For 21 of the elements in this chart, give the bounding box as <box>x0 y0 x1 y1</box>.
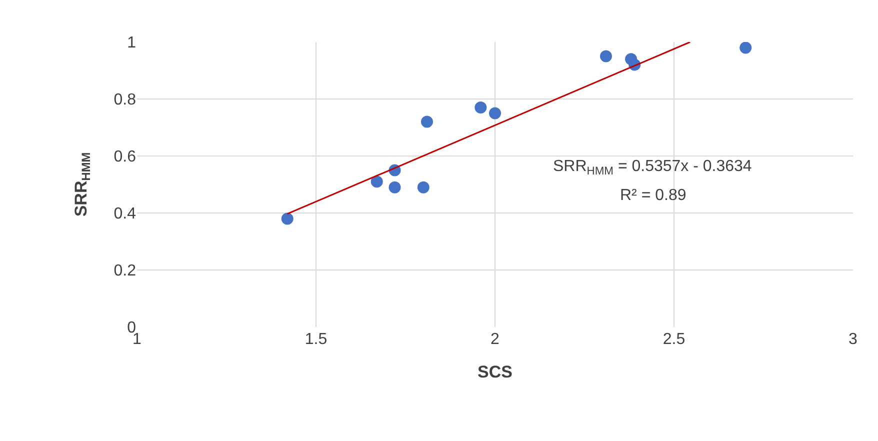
x-axis-title: SCS <box>478 362 512 382</box>
y-tick-label: 0.6 <box>114 148 136 166</box>
point <box>740 42 752 54</box>
x-tick-label: 2 <box>490 331 500 348</box>
x-tick-label: 1.5 <box>304 331 328 348</box>
annotation: R² = 0.89 <box>620 187 686 204</box>
y-tick-label: 0.8 <box>114 92 136 109</box>
point <box>370 176 383 188</box>
x-tick-label: 3 <box>848 331 858 348</box>
point <box>388 181 401 194</box>
annotation: SRR$_{HMM}$ = 0.5357x - 0.3634 <box>553 158 752 178</box>
y-tick-label: 0.4 <box>114 206 136 223</box>
point <box>474 102 487 114</box>
point <box>420 116 433 128</box>
y-tick-label: 1 <box>127 34 136 52</box>
y-tick-label: 0.2 <box>114 262 136 280</box>
point <box>600 50 612 62</box>
x-tick-label: 2.5 <box>662 331 686 348</box>
point <box>281 212 294 225</box>
point <box>417 181 430 194</box>
point <box>489 107 501 120</box>
